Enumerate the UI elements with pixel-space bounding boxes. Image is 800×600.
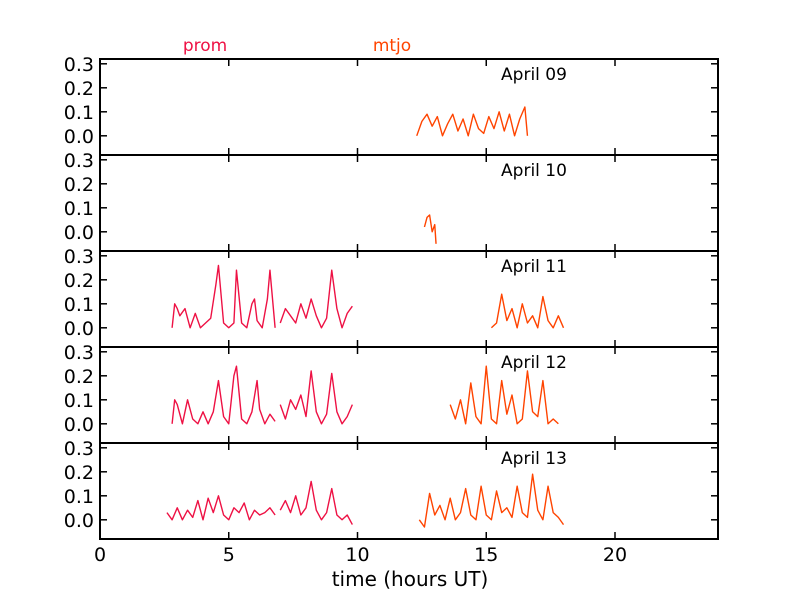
series-prom-1 — [279, 269, 353, 329]
y-tick-label: 0.0 — [64, 222, 94, 244]
panels: 0.00.10.20.3 April 090.00.10.20.3 April 10… — [64, 54, 719, 540]
x-tick-label: 20 — [603, 544, 627, 566]
y-tick-label: 0.0 — [64, 510, 94, 532]
y-tick-label: 0.2 — [64, 462, 94, 484]
series-mtjo-0 — [423, 214, 437, 244]
x-tick-label: 10 — [345, 544, 369, 566]
y-tick-label: 0.1 — [64, 294, 94, 316]
panel-frame — [99, 442, 719, 540]
x-axis: 0 5 10 15 20 — [94, 544, 627, 566]
series-prom-0 — [171, 365, 276, 425]
y-tick-label: 0.2 — [64, 78, 94, 100]
panel-frame — [99, 346, 719, 444]
series-prom-0 — [171, 264, 276, 329]
y-tick-label: 0.3 — [64, 438, 94, 460]
x-tick-label: 0 — [94, 544, 106, 566]
panel-1: 0.00.10.20.3 April 10 — [64, 150, 719, 252]
y-tick-label: 0.2 — [64, 270, 94, 292]
series-mtjo-0 — [416, 106, 529, 137]
x-axis-label: time (hours UT) — [332, 567, 489, 591]
panel-label: April 10 — [501, 161, 567, 181]
y-tick-label: 0.2 — [64, 174, 94, 196]
series-prom-1 — [279, 480, 353, 525]
panel-4: 0.00.10.20.3 April 13 — [64, 438, 719, 540]
legend-entry-mtjo: mtjo — [373, 36, 411, 56]
y-tick-label: 0.0 — [64, 414, 94, 436]
panel-frame — [99, 250, 719, 348]
legend: prom mtjo — [183, 36, 411, 56]
y-tick-label: 0.3 — [64, 150, 94, 172]
panel-label: April 09 — [501, 65, 567, 85]
y-tick-label: 0.1 — [64, 102, 94, 124]
y-tick-label: 0.3 — [64, 54, 94, 76]
panel-0: 0.00.10.20.3 April 09 — [64, 54, 719, 156]
x-tick-label: 5 — [223, 544, 235, 566]
panel-3: 0.00.10.20.3 April 12 — [64, 342, 719, 444]
panel-label: April 11 — [501, 257, 567, 277]
y-tick-label: 0.1 — [64, 198, 94, 220]
y-tick-label: 0.1 — [64, 390, 94, 412]
panel-label: April 13 — [501, 449, 567, 469]
series-mtjo-2 — [449, 365, 559, 425]
x-tick-label: 15 — [474, 544, 498, 566]
y-tick-label: 0.3 — [64, 342, 94, 364]
y-tick-label: 0.3 — [64, 246, 94, 268]
y-tick-label: 0.0 — [64, 318, 94, 340]
y-tick-label: 0.2 — [64, 366, 94, 388]
panel-2: 0.00.10.20.3 April 11 — [64, 246, 719, 348]
y-tick-label: 0.1 — [64, 486, 94, 508]
y-tick-label: 0.0 — [64, 126, 94, 148]
panel-label: April 12 — [501, 353, 567, 373]
series-prom-1 — [279, 370, 353, 425]
panel-frame — [99, 154, 719, 252]
series-mtjo-2 — [418, 473, 565, 528]
series-mtjo-2 — [490, 293, 565, 329]
legend-entry-prom: prom — [183, 36, 227, 56]
panel-frame — [99, 58, 719, 156]
series-prom-0 — [166, 495, 276, 521]
